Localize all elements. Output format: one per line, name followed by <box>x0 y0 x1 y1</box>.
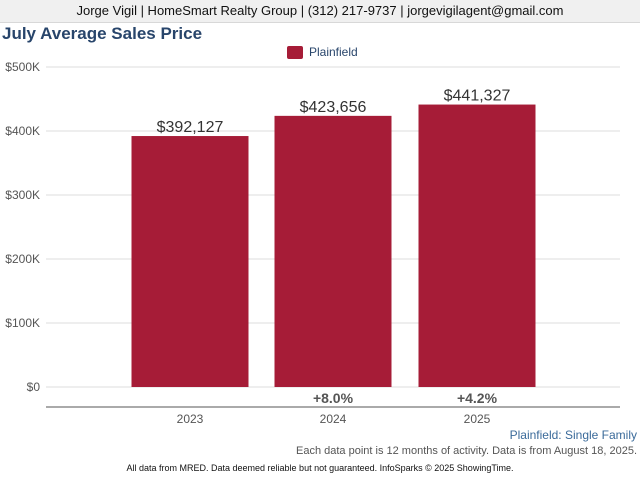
y-tick-label: $0 <box>27 380 41 394</box>
bar[interactable] <box>131 136 249 387</box>
x-tick-label: 2025 <box>464 412 491 426</box>
chart-legend[interactable]: Plainfield <box>287 45 358 59</box>
chart-subtitle: Plainfield: Single Family <box>509 428 637 442</box>
data-note: Each data point is 12 months of activity… <box>296 445 637 457</box>
bar-value-label: $392,127 <box>157 119 224 136</box>
x-tick-label: 2023 <box>177 412 204 426</box>
footer-disclaimer: All data from MRED. Data deemed reliable… <box>126 463 514 473</box>
legend-label: Plainfield <box>309 45 358 59</box>
y-tick-label: $300K <box>5 188 40 202</box>
bar[interactable] <box>418 104 536 387</box>
bar-value-label: $441,327 <box>444 88 511 105</box>
change-percent-label: +8.0% <box>313 390 354 406</box>
y-tick-label: $400K <box>5 124 40 138</box>
legend-swatch <box>287 45 303 59</box>
bar[interactable] <box>274 115 392 387</box>
y-tick-label: $200K <box>5 252 40 266</box>
y-tick-label: $100K <box>5 316 40 330</box>
bar-value-label: $423,656 <box>300 99 367 116</box>
change-percent-label: +4.2% <box>457 390 498 406</box>
chart-title: July Average Sales Price <box>2 24 203 43</box>
agent-contact-header: Jorge Vigil | HomeSmart Realty Group | (… <box>0 0 640 23</box>
x-tick-label: 2024 <box>320 412 347 426</box>
y-tick-label: $500K <box>5 60 40 74</box>
